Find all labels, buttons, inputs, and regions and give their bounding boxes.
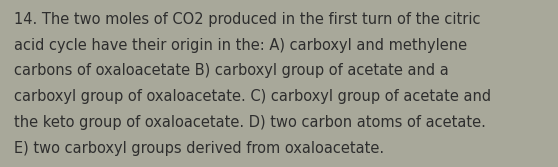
Text: carboxyl group of oxaloacetate. C) carboxyl group of acetate and: carboxyl group of oxaloacetate. C) carbo… <box>14 89 491 104</box>
Text: the keto group of oxaloacetate. D) two carbon atoms of acetate.: the keto group of oxaloacetate. D) two c… <box>14 115 486 130</box>
Text: 14. The two moles of CO2 produced in the first turn of the citric: 14. The two moles of CO2 produced in the… <box>14 12 480 27</box>
Text: acid cycle have their origin in the: A) carboxyl and methylene: acid cycle have their origin in the: A) … <box>14 38 467 53</box>
Text: E) two carboxyl groups derived from oxaloacetate.: E) two carboxyl groups derived from oxal… <box>14 141 384 156</box>
Text: carbons of oxaloacetate B) carboxyl group of acetate and a: carbons of oxaloacetate B) carboxyl grou… <box>14 63 449 78</box>
